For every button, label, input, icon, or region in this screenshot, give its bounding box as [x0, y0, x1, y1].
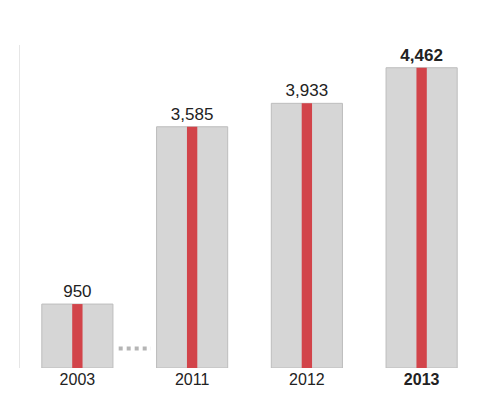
svg-text:2011: 2011 [175, 371, 210, 388]
svg-text:2012: 2012 [289, 371, 325, 388]
svg-text:4,462: 4,462 [400, 46, 443, 65]
svg-text:3,933: 3,933 [286, 81, 329, 100]
svg-text:2003: 2003 [60, 371, 96, 388]
svg-text:950: 950 [63, 282, 91, 301]
svg-text:3,585: 3,585 [171, 105, 214, 124]
svg-text:2013: 2013 [404, 371, 440, 388]
